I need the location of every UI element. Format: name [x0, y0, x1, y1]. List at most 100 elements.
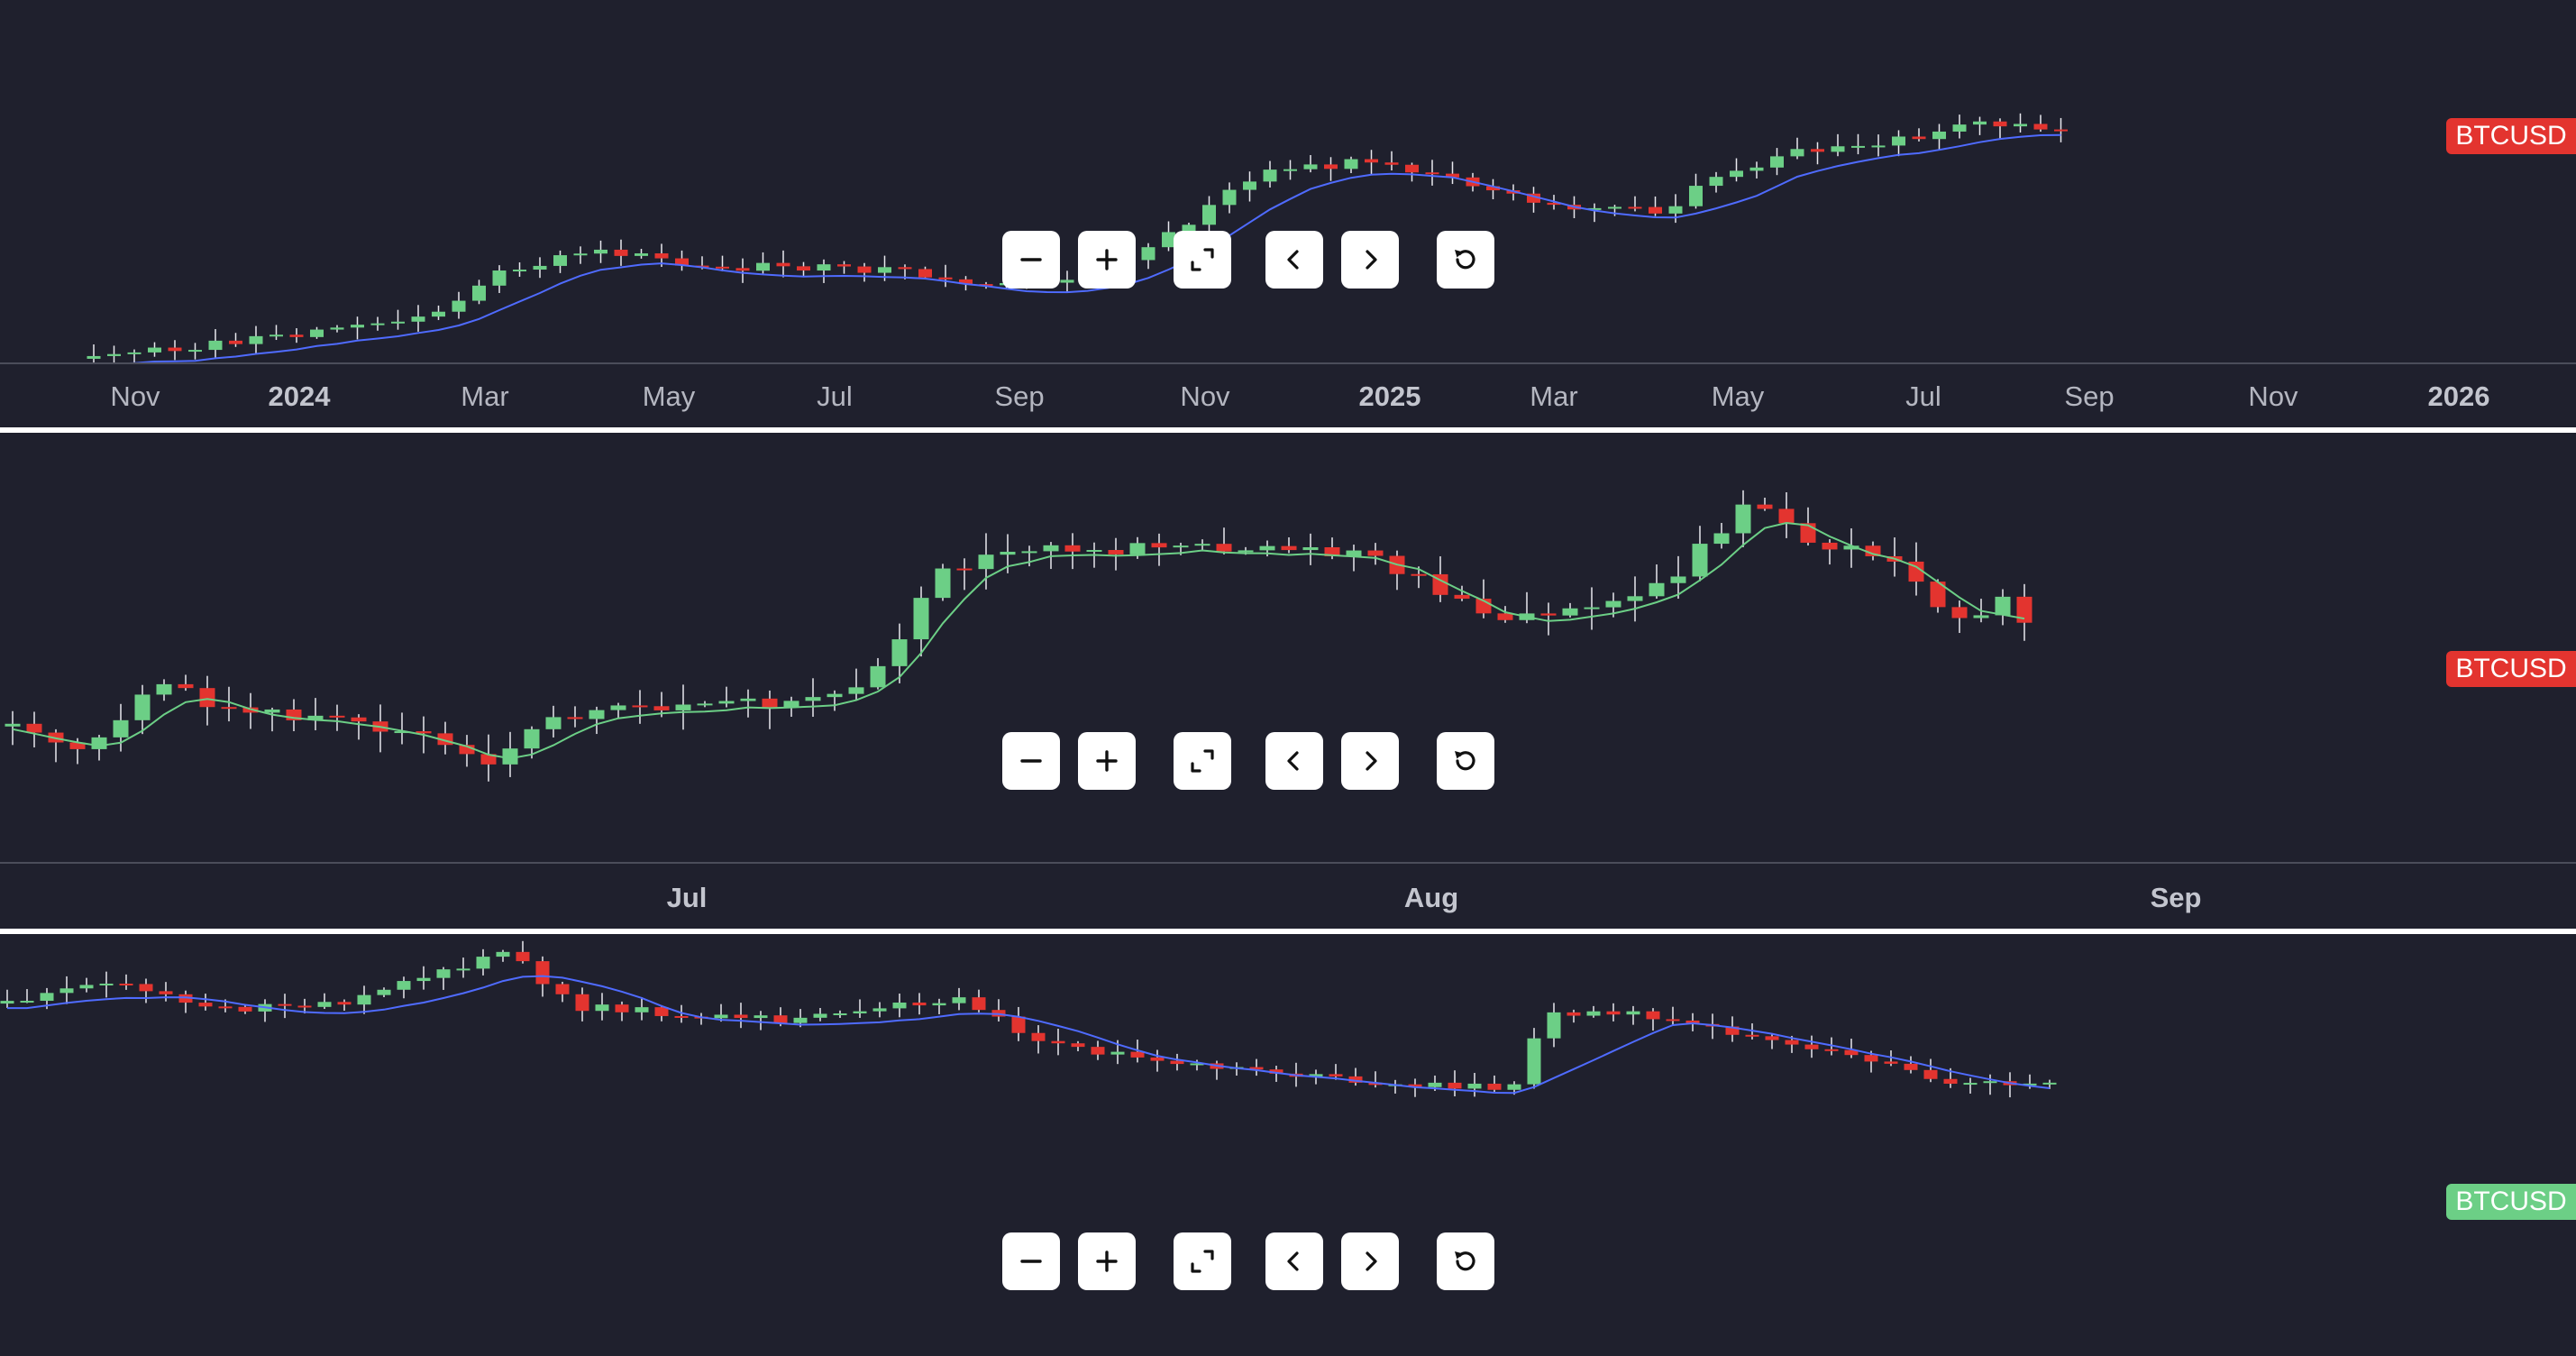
candle: [1668, 194, 1683, 224]
candle: [119, 974, 133, 990]
candle: [891, 623, 908, 683]
chevron-left-icon: [1287, 250, 1299, 270]
candle: [1735, 490, 1751, 547]
candle: [754, 1011, 768, 1031]
candle: [0, 989, 14, 1008]
chevron-right-icon: [1366, 751, 1377, 771]
reset-button[interactable]: [1437, 732, 1494, 790]
candle: [1388, 1079, 1402, 1094]
candle: [416, 966, 431, 990]
fit-content-button[interactable]: [1174, 231, 1231, 289]
candle: [238, 1003, 252, 1014]
chart-pane-daily[interactable]: BTCUSD Jul Aug Sep: [0, 433, 2576, 929]
moving-average-line: [93, 133, 2061, 364]
time-axis-tick: Aug: [1403, 882, 1459, 913]
chart-controls: [1002, 231, 1494, 289]
candle: [991, 999, 1006, 1022]
candle: [1486, 179, 1500, 199]
scroll-right-button[interactable]: [1341, 732, 1399, 790]
pane-divider[interactable]: [0, 427, 2576, 433]
time-axis: Jul Aug Sep: [0, 882, 2576, 918]
candle: [575, 987, 589, 1022]
candle: [1011, 1006, 1026, 1041]
candle: [2033, 115, 2048, 133]
zoom-in-button[interactable]: [1078, 231, 1136, 289]
candle: [1865, 541, 1881, 561]
candle: [1626, 1005, 1640, 1025]
zoom-out-button[interactable]: [1002, 1232, 1060, 1290]
zoom-in-button[interactable]: [1078, 1232, 1136, 1290]
scroll-left-button[interactable]: [1265, 732, 1323, 790]
candle: [853, 999, 867, 1019]
chart-pane-weekly[interactable]: BTCUSD Nov 2024 Mar May Jul Sep Nov 2025 Mar May J…: [0, 0, 2576, 429]
candle: [391, 309, 405, 330]
pane-divider[interactable]: [0, 929, 2576, 934]
candle: [1000, 534, 1016, 573]
minus-icon: [1020, 759, 1042, 763]
candle: [805, 678, 821, 718]
candle: [2003, 1072, 2017, 1098]
candle: [1627, 576, 1643, 622]
candle: [1670, 555, 1686, 600]
candle: [1765, 1033, 1779, 1049]
candle: [573, 246, 588, 264]
fit-content-button[interactable]: [1174, 1232, 1231, 1290]
candle: [258, 999, 272, 1022]
scroll-right-button[interactable]: [1341, 231, 1399, 289]
candle: [480, 734, 497, 782]
time-axis-tick: Jul: [817, 380, 853, 412]
fit-screen-icon: [1191, 248, 1214, 271]
candle: [1210, 1060, 1224, 1080]
candle: [1851, 133, 1865, 155]
candle: [2054, 117, 2068, 142]
candle: [1194, 539, 1210, 551]
candle: [1283, 160, 1297, 180]
candlestick-plot-intraday[interactable]: [0, 934, 2576, 1356]
candle: [837, 261, 851, 274]
candle: [697, 701, 713, 708]
candle: [1051, 1028, 1065, 1056]
candle: [553, 250, 567, 273]
candle: [632, 690, 648, 724]
scroll-left-button[interactable]: [1265, 1232, 1323, 1290]
moving-average-line: [12, 521, 2025, 760]
scroll-left-button[interactable]: [1265, 231, 1323, 289]
reset-button[interactable]: [1437, 1232, 1494, 1290]
candle: [411, 305, 425, 332]
candle: [1562, 602, 1578, 618]
candle: [1151, 533, 1167, 566]
candle: [20, 989, 34, 1003]
candle: [1108, 537, 1124, 571]
plus-icon: [1096, 249, 1118, 270]
candle: [1346, 545, 1362, 572]
zoom-out-button[interactable]: [1002, 732, 1060, 790]
candle: [938, 264, 953, 288]
time-axis-tick: 2024: [268, 380, 331, 412]
candle: [269, 325, 283, 341]
candle: [1952, 115, 1967, 139]
reset-button[interactable]: [1437, 231, 1494, 289]
chart-pane-intraday[interactable]: BTCUSD: [0, 934, 2576, 1356]
candle: [892, 993, 907, 1018]
scroll-right-button[interactable]: [1341, 1232, 1399, 1290]
price-label: BTCUSD: [2446, 651, 2576, 687]
candlestick-plot-daily[interactable]: [0, 433, 2576, 862]
zoom-in-button[interactable]: [1078, 732, 1136, 790]
candle: [870, 657, 886, 690]
candle: [1064, 533, 1081, 570]
candle: [1091, 1040, 1105, 1060]
time-axis-border: [0, 362, 2576, 364]
candle: [1389, 550, 1405, 591]
candlestick-plot-weekly[interactable]: [0, 0, 2576, 364]
time-axis-tick: Sep: [994, 380, 1045, 412]
candle: [1811, 142, 1824, 165]
candle: [776, 250, 790, 278]
candle: [1216, 527, 1232, 554]
candle: [127, 349, 142, 363]
zoom-out-button[interactable]: [1002, 231, 1060, 289]
candle: [1685, 1012, 1700, 1031]
candle: [472, 279, 486, 305]
candle: [48, 728, 64, 763]
candle: [675, 684, 691, 730]
fit-content-button[interactable]: [1174, 732, 1231, 790]
